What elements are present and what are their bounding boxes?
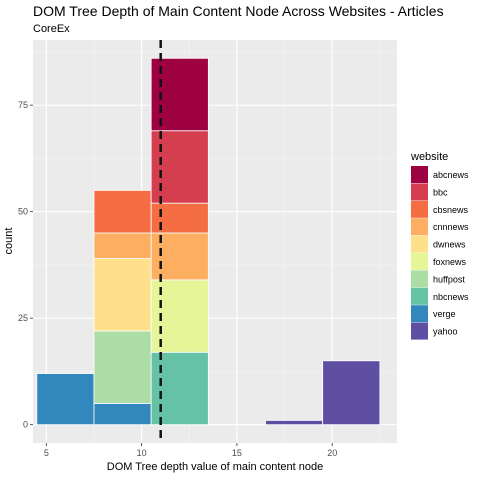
legend-key-verge [411, 305, 428, 323]
bar-segment-verge [36, 373, 95, 426]
legend-key-nbcnews [411, 287, 428, 305]
chart-title: DOM Tree Depth of Main Content Node Acro… [33, 3, 444, 19]
y-axis: 0 25 50 75 [18, 100, 33, 430]
legend-key-cbsnews [411, 200, 428, 218]
x-axis-title: DOM Tree depth value of main content nod… [107, 461, 323, 473]
legend-label-foxnews: foxnews [433, 257, 467, 267]
y-axis-title: count [3, 228, 15, 255]
bar-segment-bbc [150, 130, 209, 204]
legend-label-abcnews: abcnews [433, 170, 469, 180]
legend-label-bbc: bbc [433, 187, 448, 197]
legend-label-huffpost: huffpost [433, 274, 465, 284]
chart-subtitle: CoreEx [33, 23, 70, 35]
x-tick-label: 15 [232, 448, 242, 458]
bar-segment-dwnews [93, 258, 152, 332]
x-tick-label: 5 [44, 448, 49, 458]
legend-label-verge: verge [433, 309, 456, 319]
bar-segment-cnnnews [93, 232, 152, 259]
legend-key-cnnnews [411, 218, 428, 236]
x-tick-label: 20 [327, 448, 337, 458]
legend-label-nbcnews: nbcnews [433, 292, 469, 302]
legend-key-dwnews [411, 235, 428, 253]
y-tick-label: 75 [18, 100, 28, 110]
x-tick-label: 10 [137, 448, 147, 458]
y-tick-label: 0 [23, 420, 28, 430]
legend-key-yahoo [411, 322, 428, 340]
bar-segment-yahoo [265, 420, 324, 426]
legend-label-cnnnews: cnnnews [433, 222, 469, 232]
bars [36, 57, 381, 426]
legend-label-cbsnews: cbsnews [433, 205, 469, 215]
legend-label-dwnews: dwnews [433, 240, 466, 250]
bar-segment-huffpost [93, 330, 152, 404]
legend-key-abcnews [411, 166, 428, 183]
legend-key-huffpost [411, 270, 428, 288]
legend-label-yahoo: yahoo [433, 327, 458, 337]
bar-segment-yahoo [322, 360, 381, 426]
y-tick-label: 50 [18, 207, 28, 217]
y-tick-label: 25 [18, 313, 28, 323]
bar-segment-cbsnews [93, 189, 152, 234]
bar-segment-verge [93, 402, 152, 426]
legend-title: website [410, 151, 448, 163]
legend: website abcnews bbc cbsnews cnnnews dwnews fo… [410, 151, 469, 340]
legend-key-foxnews [411, 253, 428, 270]
bar-segment-nbcnews [150, 351, 209, 426]
legend-key-bbc [411, 183, 428, 201]
x-axis: 5 10 15 20 [44, 443, 337, 458]
